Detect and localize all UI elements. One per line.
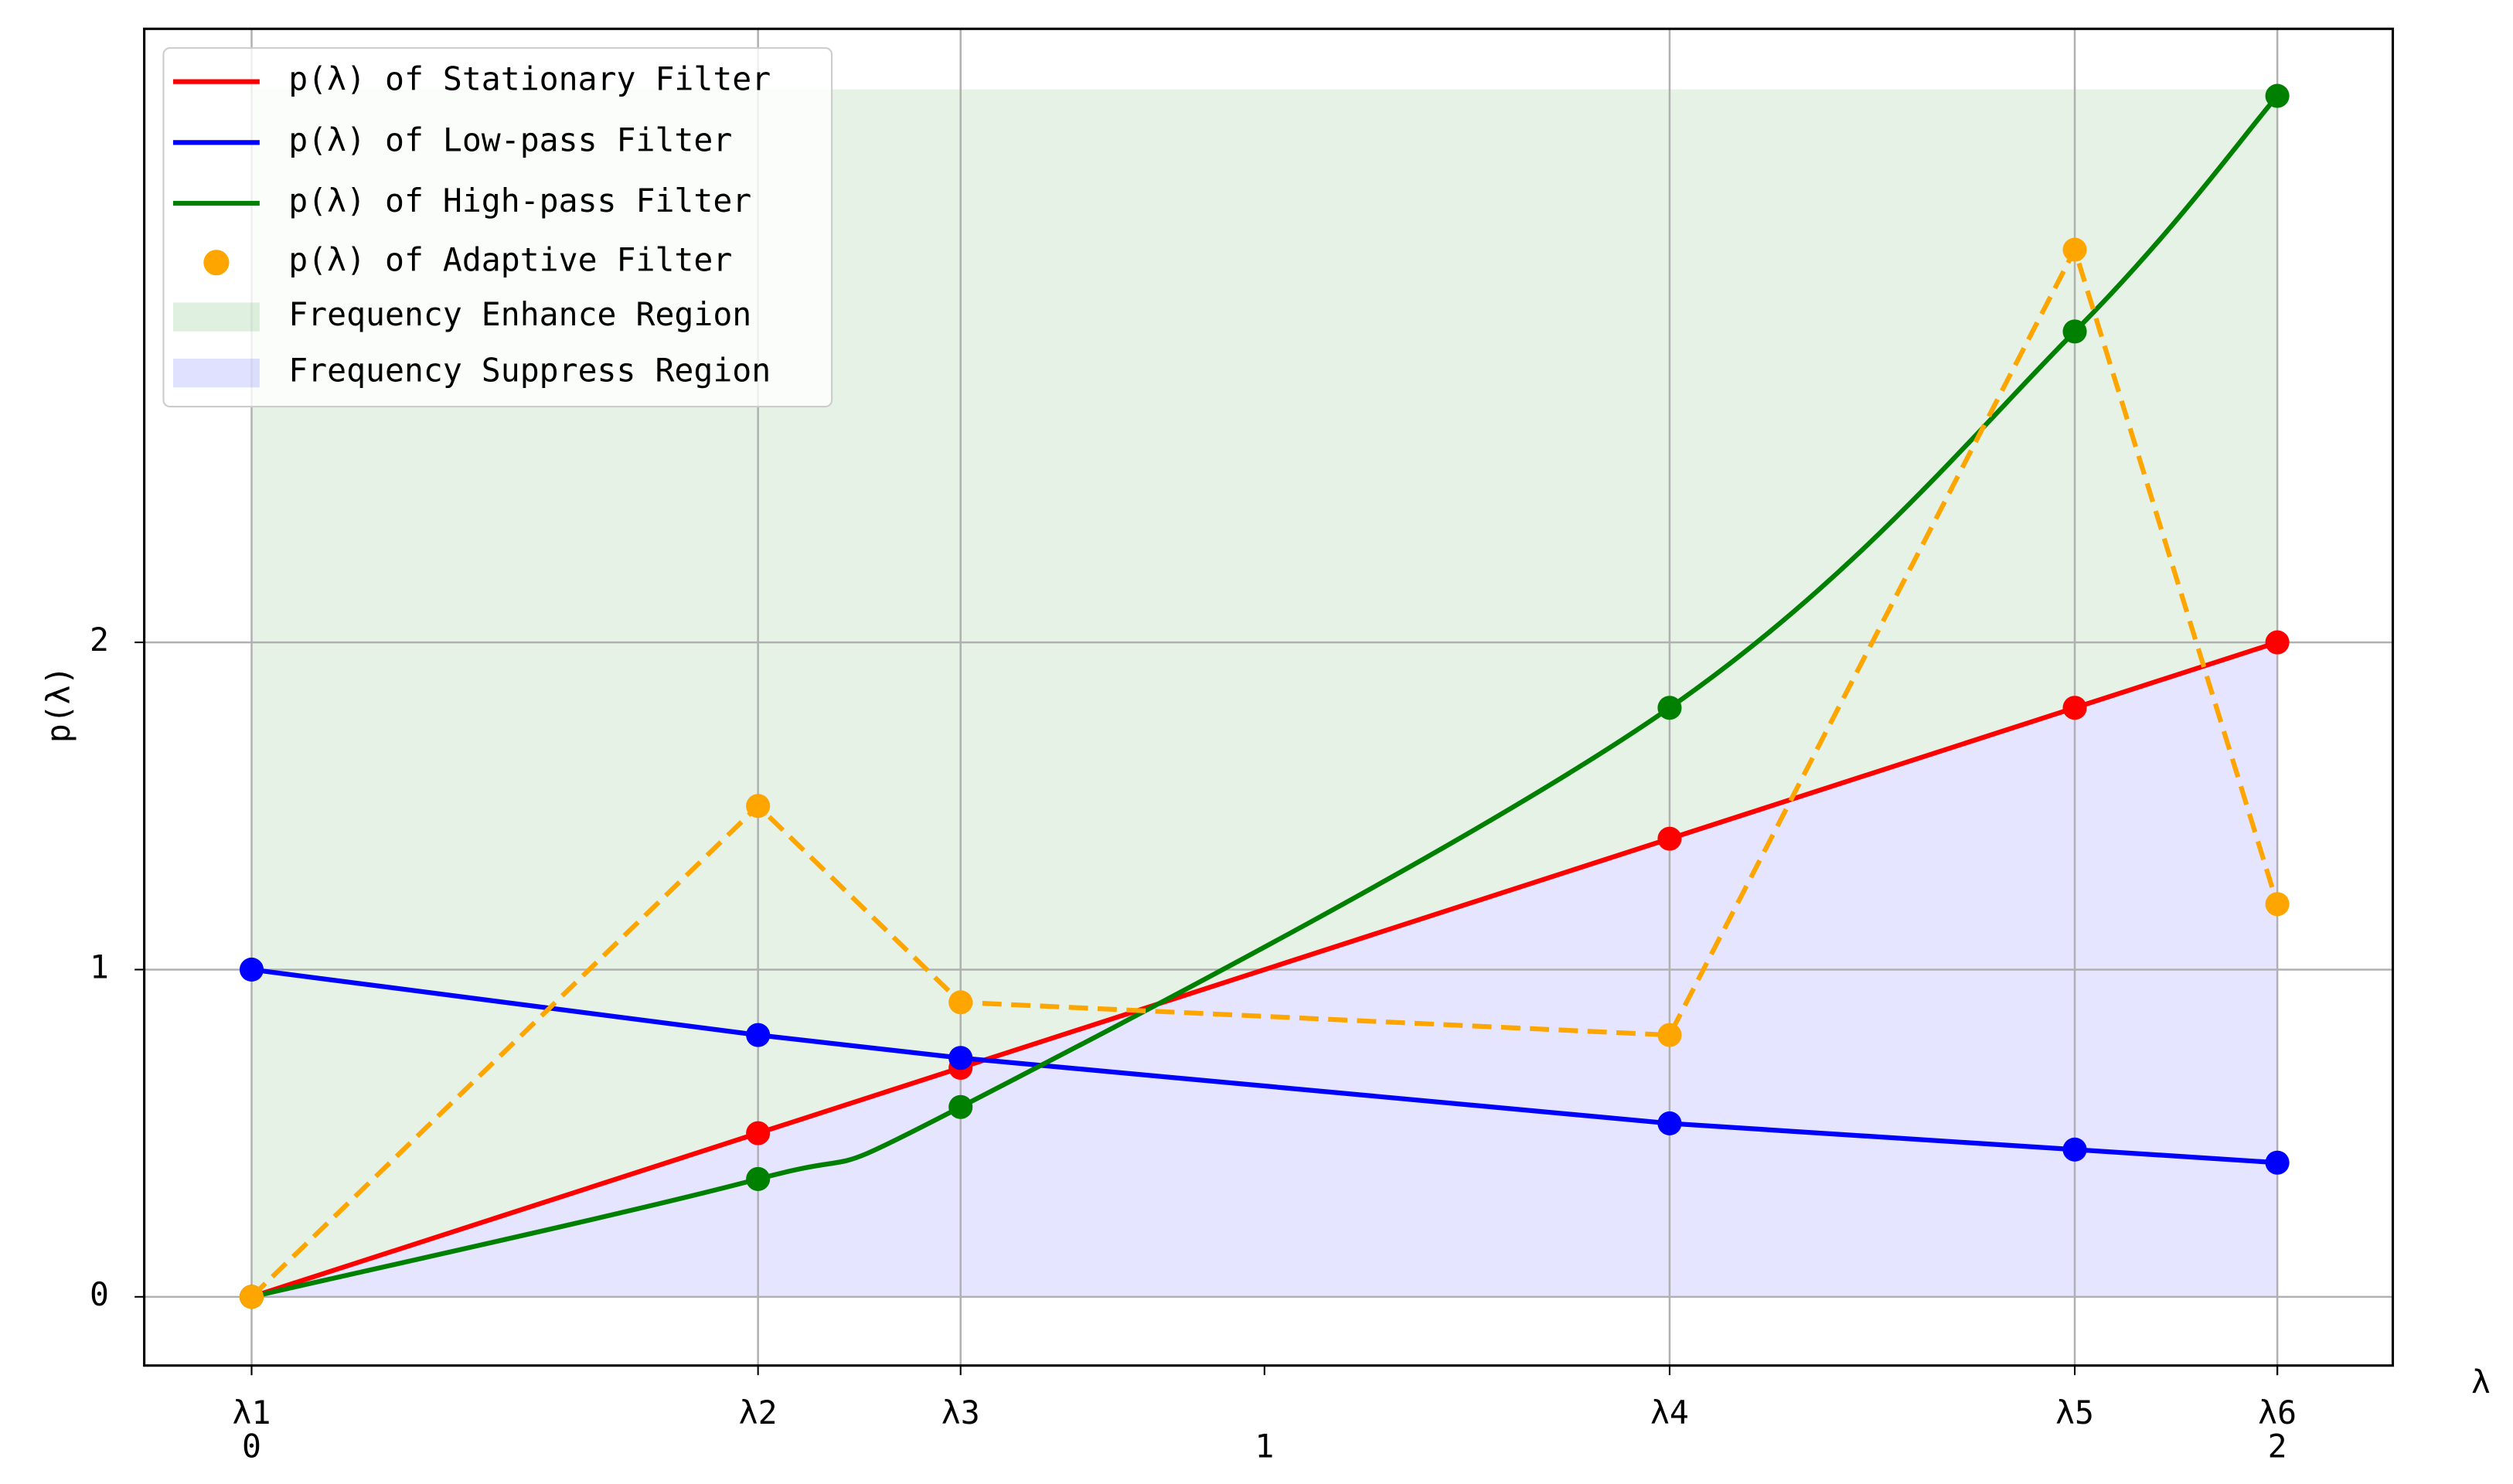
point xyxy=(1657,1111,1682,1135)
legend: p(λ) of Stationary Filter p(λ) of Low-pas… xyxy=(162,47,833,408)
plot-frame xyxy=(143,27,2395,1367)
x-tick-label: 2 xyxy=(2268,1428,2287,1465)
point xyxy=(2062,1137,2087,1162)
x-tick-label: 0 xyxy=(242,1428,261,1465)
point xyxy=(2062,696,2087,720)
legend-label: Frequency Suppress Region xyxy=(288,352,771,390)
point xyxy=(1657,826,1682,851)
series-line xyxy=(250,640,2279,1299)
axes: λ1 λ2 λ3 λ4 λ5 λ6 0 1 2 0 1 2 xyxy=(90,27,2395,1465)
point xyxy=(746,1166,771,1191)
series-line xyxy=(250,243,2280,1299)
legend-swatch xyxy=(203,250,230,276)
y-tick-label: 2 xyxy=(90,621,109,659)
y-tick-label: 0 xyxy=(90,1276,109,1313)
point xyxy=(948,1046,973,1070)
point xyxy=(746,1023,771,1047)
point xyxy=(746,794,771,819)
y-tick-label: 1 xyxy=(90,948,109,985)
y-axis-label: p(λ) xyxy=(40,665,77,743)
point xyxy=(2062,319,2087,344)
legend-label: p(λ) of High-pass Filter xyxy=(288,182,751,220)
legend-label: p(λ) of Adaptive Filter xyxy=(288,242,732,279)
legend-swatch xyxy=(172,302,260,332)
x-tick-label: λ5 xyxy=(2055,1394,2094,1431)
point xyxy=(2265,83,2290,108)
series-line xyxy=(251,967,2278,1166)
x-tick-label: λ6 xyxy=(2258,1394,2297,1431)
point xyxy=(239,1285,264,1309)
point xyxy=(746,1121,771,1145)
point xyxy=(2265,1150,2290,1175)
x-tick-label: λ2 xyxy=(739,1394,778,1431)
legend-label: p(λ) of Low-pass Filter xyxy=(288,121,732,158)
x-tick-label: 1 xyxy=(1255,1428,1274,1465)
data xyxy=(239,83,2290,1309)
legend-label: p(λ) of Stationary Filter xyxy=(288,61,771,98)
x-tick-label: λ1 xyxy=(233,1394,271,1431)
x-tick-label: λ4 xyxy=(1650,1394,1689,1431)
point xyxy=(239,957,264,982)
point xyxy=(948,1094,973,1119)
point xyxy=(2265,630,2290,655)
point xyxy=(1657,696,1682,720)
point xyxy=(948,990,973,1015)
point xyxy=(2062,237,2087,262)
x-axis-label: λ xyxy=(2471,1364,2491,1401)
point xyxy=(2265,892,2290,917)
legend-box xyxy=(162,47,833,408)
legend-label: Frequency Enhance Region xyxy=(288,296,751,333)
x-tick-label: λ3 xyxy=(942,1394,980,1431)
point xyxy=(1657,1023,1682,1047)
legend-swatch xyxy=(172,358,260,388)
